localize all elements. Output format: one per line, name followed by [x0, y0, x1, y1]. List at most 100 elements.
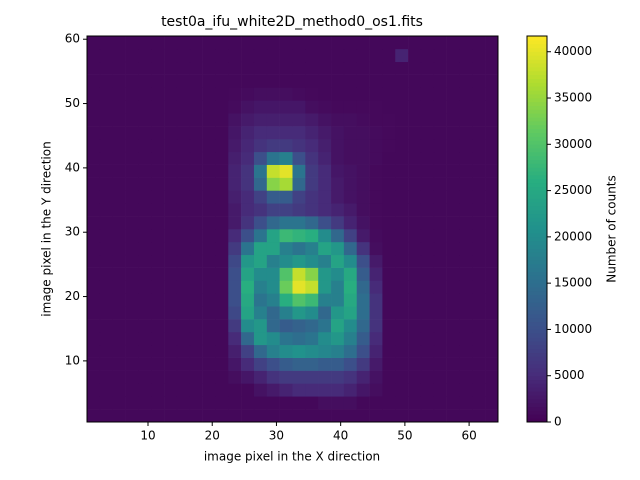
heatmap-cell — [125, 383, 139, 397]
heatmap-cell — [420, 370, 435, 384]
heatmap-cell — [433, 164, 447, 178]
heatmap-cell — [408, 113, 422, 127]
heatmap-cell — [228, 100, 242, 114]
colorbar-swatch — [527, 128, 547, 133]
heatmap-cell — [395, 138, 409, 153]
heatmap-cell — [279, 177, 293, 191]
heatmap-cell — [420, 61, 435, 75]
heatmap-cell — [305, 241, 319, 256]
heatmap-cell — [151, 370, 165, 384]
heatmap-cell — [395, 87, 409, 101]
heatmap-cell — [305, 36, 319, 50]
heatmap-cell — [485, 409, 499, 423]
heatmap-cell — [112, 370, 126, 384]
heatmap-cell — [189, 229, 203, 243]
colorbar-swatch — [527, 55, 547, 60]
heatmap-cell — [241, 87, 255, 101]
heatmap-cell — [164, 164, 178, 178]
heatmap-cell — [395, 74, 409, 88]
heatmap-cell — [112, 409, 126, 423]
colorbar-swatch — [527, 279, 547, 284]
heatmap-cell — [343, 138, 358, 153]
heatmap-cell — [318, 87, 332, 101]
heatmap-cell — [228, 357, 242, 371]
heatmap-cell — [305, 100, 319, 114]
heatmap-cell — [253, 164, 268, 178]
heatmap-cell — [395, 306, 409, 320]
heatmap-cell — [99, 126, 113, 140]
heatmap-cell — [472, 409, 486, 423]
heatmap-cell — [241, 74, 255, 88]
heatmap-cell — [459, 126, 473, 140]
heatmap-cell — [112, 241, 126, 256]
heatmap-cell — [266, 319, 280, 333]
heatmap-cell — [241, 203, 255, 217]
heatmap-cell — [138, 203, 152, 217]
colorbar-label: Number of counts — [605, 175, 619, 283]
heatmap-cell — [189, 319, 203, 333]
heatmap-cell — [433, 126, 447, 140]
heatmap-cell — [459, 151, 473, 165]
heatmap-cell — [241, 126, 255, 140]
heatmap-cell — [241, 280, 255, 294]
heatmap-cell — [318, 241, 332, 256]
heatmap-cell — [343, 331, 358, 346]
heatmap-cell — [305, 87, 319, 101]
colorbar-tick-label: 5000 — [554, 368, 585, 382]
heatmap-cell — [279, 113, 293, 127]
heatmap-cell — [151, 113, 165, 127]
heatmap-cell — [305, 151, 319, 165]
heatmap-cell — [408, 280, 422, 294]
heatmap-cell — [228, 306, 242, 320]
heatmap-cell — [318, 280, 332, 294]
heatmap-cell — [369, 241, 383, 256]
heatmap-cell — [112, 113, 126, 127]
heatmap-cell — [112, 267, 126, 281]
heatmap-cell — [176, 370, 191, 384]
colorbar-swatch — [527, 275, 547, 280]
heatmap-cell — [343, 151, 358, 165]
colorbar-swatch — [527, 259, 547, 265]
heatmap-cell — [318, 229, 332, 243]
colorbar-swatch — [527, 97, 547, 103]
heatmap-cell — [253, 254, 268, 268]
heatmap-cell — [125, 151, 139, 165]
colorbar-swatch — [527, 213, 547, 218]
heatmap-cell — [253, 396, 268, 410]
heatmap-cell — [446, 113, 460, 127]
heatmap-cell — [356, 177, 370, 191]
heatmap-cell — [331, 331, 345, 346]
heatmap-cell — [279, 48, 293, 63]
heatmap-cell — [459, 229, 473, 243]
colorbar-swatch — [527, 178, 547, 184]
heatmap-cell — [266, 383, 280, 397]
heatmap-cell — [446, 280, 460, 294]
colorbar-swatch — [527, 82, 547, 87]
heatmap-cell — [99, 396, 113, 410]
heatmap-cell — [408, 100, 422, 114]
heatmap-cell — [176, 331, 191, 346]
heatmap-cell — [138, 216, 152, 230]
heatmap-cell — [292, 357, 306, 371]
heatmap-cell — [176, 229, 191, 243]
heatmap-cell — [343, 48, 358, 63]
heatmap-cell — [266, 177, 280, 191]
heatmap-cell — [292, 409, 306, 423]
heatmap-cell — [420, 357, 435, 371]
heatmap-cell — [138, 61, 152, 75]
heatmap-cell — [369, 383, 383, 397]
heatmap-cell — [228, 138, 242, 153]
heatmap-cell — [472, 216, 486, 230]
heatmap-cell — [266, 126, 280, 140]
heatmap-cell — [356, 138, 370, 153]
heatmap-cell — [99, 203, 113, 217]
colorbar-swatch — [527, 391, 547, 396]
heatmap-cell — [189, 383, 203, 397]
heatmap-cell — [485, 293, 499, 307]
colorbar-swatch — [527, 63, 547, 68]
heatmap-cell — [87, 319, 101, 333]
heatmap-cell — [343, 293, 358, 307]
heatmap-cell — [112, 357, 126, 371]
heatmap-cell — [164, 357, 178, 371]
